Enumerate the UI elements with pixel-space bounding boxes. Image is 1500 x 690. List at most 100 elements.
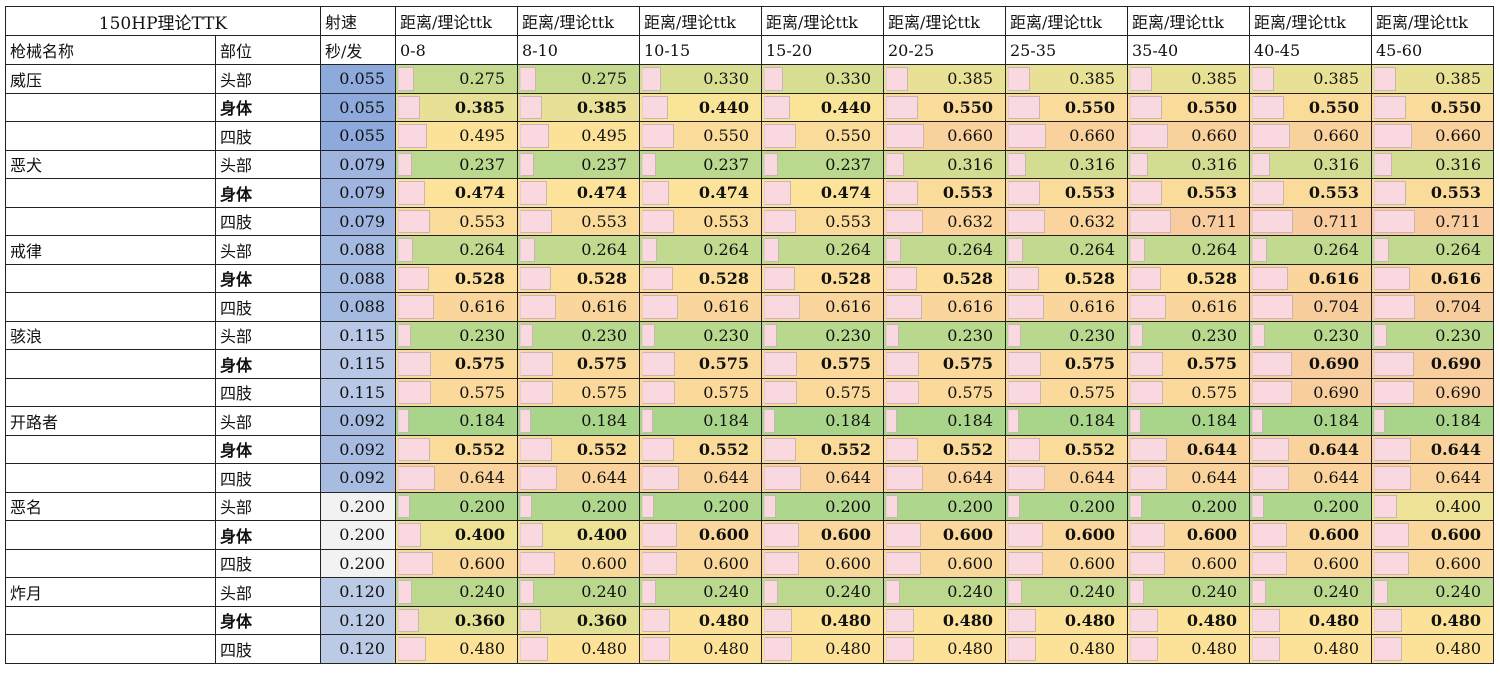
ttk-cell[interactable]: 0.644 xyxy=(1127,463,1250,493)
ttk-cell[interactable]: 0.480 xyxy=(1005,634,1128,664)
ttk-cell[interactable]: 0.264 xyxy=(1005,235,1128,265)
ttk-cell[interactable]: 0.230 xyxy=(639,320,762,350)
part-cell[interactable]: 头部 xyxy=(215,64,321,94)
ttk-cell[interactable]: 0.480 xyxy=(883,605,1006,635)
ttk-cell[interactable]: 0.553 xyxy=(1371,178,1494,208)
ttk-cell[interactable]: 0.240 xyxy=(761,577,884,607)
speed-cell[interactable]: 0.200 xyxy=(320,520,396,550)
ttk-cell[interactable]: 0.264 xyxy=(1371,235,1494,265)
ttk-cell[interactable]: 0.600 xyxy=(883,520,1006,550)
part-cell[interactable]: 身体 xyxy=(215,349,321,379)
ttk-cell[interactable]: 0.230 xyxy=(761,320,884,350)
dist-header[interactable]: 距离/理论ttk xyxy=(883,6,1006,36)
part-cell[interactable]: 头部 xyxy=(215,491,321,521)
ttk-cell[interactable]: 0.230 xyxy=(1249,320,1372,350)
ttk-cell[interactable]: 0.385 xyxy=(1249,64,1372,94)
dist-header[interactable]: 距离/理论ttk xyxy=(1249,6,1372,36)
ttk-cell[interactable]: 0.474 xyxy=(639,178,762,208)
dist-header[interactable]: 距离/理论ttk xyxy=(1371,6,1494,36)
range-header[interactable]: 8-10 xyxy=(517,35,640,65)
range-header[interactable]: 15-20 xyxy=(761,35,884,65)
range-header[interactable]: 35-40 xyxy=(1127,35,1250,65)
ttk-cell[interactable]: 0.600 xyxy=(1249,548,1372,578)
ttk-cell[interactable]: 0.575 xyxy=(761,377,884,407)
ttk-cell[interactable]: 0.264 xyxy=(639,235,762,265)
part-cell[interactable]: 头部 xyxy=(215,149,321,179)
ttk-cell[interactable]: 0.316 xyxy=(1005,149,1128,179)
ttk-cell[interactable]: 0.528 xyxy=(639,263,762,293)
ttk-cell[interactable]: 0.200 xyxy=(883,491,1006,521)
ttk-cell[interactable]: 0.690 xyxy=(1371,349,1494,379)
ttk-cell[interactable]: 0.264 xyxy=(1127,235,1250,265)
ttk-cell[interactable]: 0.230 xyxy=(517,320,640,350)
speed-cell[interactable]: 0.092 xyxy=(320,463,396,493)
ttk-cell[interactable]: 0.200 xyxy=(639,491,762,521)
ttk-cell[interactable]: 0.600 xyxy=(1127,520,1250,550)
speed-cell[interactable]: 0.115 xyxy=(320,349,396,379)
ttk-cell[interactable]: 0.575 xyxy=(395,349,518,379)
ttk-cell[interactable]: 0.200 xyxy=(1127,491,1250,521)
ttk-cell[interactable]: 0.690 xyxy=(1249,349,1372,379)
weapon-name-cell[interactable] xyxy=(5,92,216,122)
ttk-cell[interactable]: 0.552 xyxy=(883,434,1006,464)
speed-cell[interactable]: 0.079 xyxy=(320,178,396,208)
ttk-cell[interactable]: 0.480 xyxy=(1249,634,1372,664)
ttk-cell[interactable]: 0.553 xyxy=(1005,178,1128,208)
ttk-cell[interactable]: 0.480 xyxy=(639,634,762,664)
ttk-cell[interactable]: 0.385 xyxy=(883,64,1006,94)
weapon-name-cell[interactable] xyxy=(5,377,216,407)
ttk-cell[interactable]: 0.600 xyxy=(1005,520,1128,550)
ttk-cell[interactable]: 0.240 xyxy=(1005,577,1128,607)
ttk-cell[interactable]: 0.552 xyxy=(639,434,762,464)
ttk-cell[interactable]: 0.184 xyxy=(761,406,884,436)
ttk-cell[interactable]: 0.552 xyxy=(517,434,640,464)
ttk-cell[interactable]: 0.553 xyxy=(883,178,1006,208)
speed-cell[interactable]: 0.115 xyxy=(320,377,396,407)
ttk-cell[interactable]: 0.600 xyxy=(883,548,1006,578)
speed-cell[interactable]: 0.092 xyxy=(320,434,396,464)
ttk-cell[interactable]: 0.330 xyxy=(639,64,762,94)
range-header[interactable]: 45-60 xyxy=(1371,35,1494,65)
ttk-cell[interactable]: 0.660 xyxy=(1005,121,1128,151)
ttk-cell[interactable]: 0.575 xyxy=(395,377,518,407)
ttk-cell[interactable]: 0.200 xyxy=(1005,491,1128,521)
ttk-cell[interactable]: 0.440 xyxy=(639,92,762,122)
weapon-name-cell[interactable]: 骇浪 xyxy=(5,320,216,350)
ttk-cell[interactable]: 0.275 xyxy=(517,64,640,94)
ttk-cell[interactable]: 0.240 xyxy=(517,577,640,607)
ttk-cell[interactable]: 0.200 xyxy=(761,491,884,521)
weapon-name-cell[interactable] xyxy=(5,634,216,664)
speed-cell[interactable]: 0.120 xyxy=(320,577,396,607)
ttk-cell[interactable]: 0.240 xyxy=(639,577,762,607)
ttk-cell[interactable]: 0.600 xyxy=(761,548,884,578)
ttk-cell[interactable]: 0.528 xyxy=(1127,263,1250,293)
ttk-cell[interactable]: 0.550 xyxy=(639,121,762,151)
ttk-cell[interactable]: 0.575 xyxy=(1127,349,1250,379)
ttk-cell[interactable]: 0.480 xyxy=(761,605,884,635)
ttk-cell[interactable]: 0.528 xyxy=(883,263,1006,293)
ttk-cell[interactable]: 0.184 xyxy=(1127,406,1250,436)
ttk-cell[interactable]: 0.690 xyxy=(1371,377,1494,407)
ttk-cell[interactable]: 0.528 xyxy=(1005,263,1128,293)
ttk-cell[interactable]: 0.616 xyxy=(761,292,884,322)
ttk-cell[interactable]: 0.264 xyxy=(761,235,884,265)
dist-header[interactable]: 距离/理论ttk xyxy=(395,6,518,36)
ttk-cell[interactable]: 0.528 xyxy=(517,263,640,293)
part-cell[interactable]: 四肢 xyxy=(215,548,321,578)
ttk-cell[interactable]: 0.230 xyxy=(395,320,518,350)
weapon-name-cell[interactable]: 恶犬 xyxy=(5,149,216,179)
weapon-name-cell[interactable] xyxy=(5,292,216,322)
ttk-cell[interactable]: 0.616 xyxy=(1005,292,1128,322)
ttk-cell[interactable]: 0.237 xyxy=(395,149,518,179)
speed-cell[interactable]: 0.200 xyxy=(320,491,396,521)
ttk-cell[interactable]: 0.553 xyxy=(761,206,884,236)
ttk-cell[interactable]: 0.264 xyxy=(395,235,518,265)
ttk-cell[interactable]: 0.230 xyxy=(883,320,1006,350)
ttk-cell[interactable]: 0.553 xyxy=(639,206,762,236)
speed-cell[interactable]: 0.079 xyxy=(320,149,396,179)
ttk-cell[interactable]: 0.550 xyxy=(1005,92,1128,122)
speed-cell[interactable]: 0.055 xyxy=(320,92,396,122)
ttk-cell[interactable]: 0.184 xyxy=(883,406,1006,436)
ttk-cell[interactable]: 0.575 xyxy=(761,349,884,379)
ttk-cell[interactable]: 0.240 xyxy=(395,577,518,607)
